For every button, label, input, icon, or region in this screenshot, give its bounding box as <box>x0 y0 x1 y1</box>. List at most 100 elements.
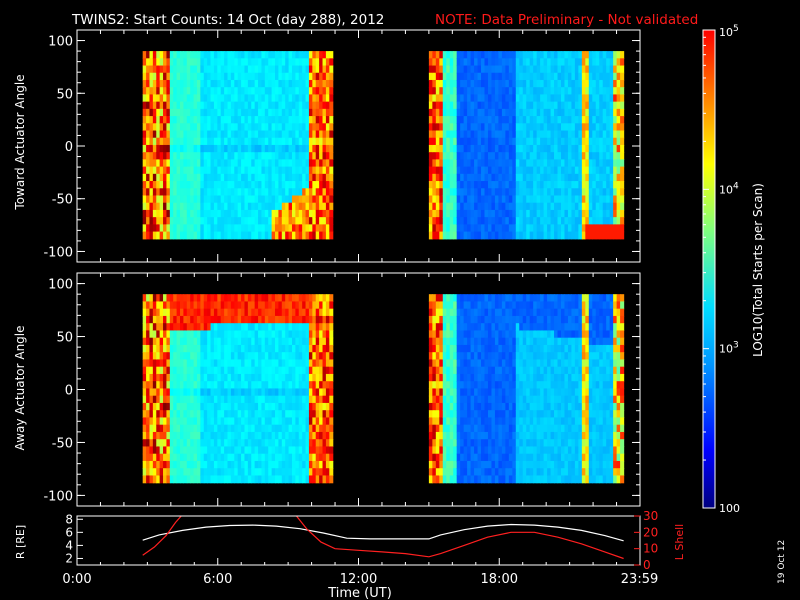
heatmap-cell <box>470 468 475 477</box>
heatmap-cell <box>230 166 235 175</box>
heatmap-cell <box>481 94 486 103</box>
heatmap-cell <box>501 58 506 67</box>
heatmap-cell <box>474 108 479 117</box>
heatmap-cell <box>244 388 249 397</box>
heatmap-cell <box>278 209 283 218</box>
heatmap-cell <box>308 330 313 339</box>
heatmap-cell <box>176 366 181 375</box>
heatmap-cell <box>163 381 168 390</box>
heatmap-cell <box>491 137 496 146</box>
heatmap-cell <box>613 217 618 225</box>
heatmap-cell <box>550 173 555 182</box>
heatmap-cell <box>217 130 222 139</box>
heatmap-cell <box>442 417 447 426</box>
heatmap-cell <box>329 195 334 204</box>
heatmap-cell <box>329 373 334 382</box>
heatmap-cell <box>460 58 465 67</box>
heatmap-cell <box>196 366 201 375</box>
heatmap-cell <box>550 65 555 74</box>
heatmap-cell <box>606 159 611 168</box>
heatmap-cell <box>173 468 178 477</box>
heatmap-cell <box>278 51 283 59</box>
heatmap-cell <box>463 173 468 182</box>
heatmap-cell <box>481 453 486 462</box>
heatmap-cell <box>322 130 327 139</box>
heatmap-cell <box>467 51 472 59</box>
heatmap-cell <box>166 359 171 368</box>
heatmap-cell <box>247 188 252 197</box>
heatmap-cell <box>203 446 208 455</box>
heatmap-cell <box>163 217 168 225</box>
heatmap-cell <box>156 344 161 353</box>
heatmap-cell <box>494 337 500 346</box>
heatmap-cell <box>237 72 242 81</box>
heatmap-cell <box>467 294 472 303</box>
heatmap-cell <box>186 209 191 218</box>
heatmap-cell <box>142 446 147 455</box>
heatmap-cell <box>613 195 618 204</box>
heatmap-cell <box>554 209 559 218</box>
heatmap-cell <box>329 181 334 189</box>
heatmap-cell <box>220 468 225 477</box>
heatmap-cell <box>285 195 290 204</box>
heatmap-cell <box>278 359 283 368</box>
heatmap-cell <box>166 116 171 124</box>
heatmap-cell <box>547 79 552 88</box>
heatmap-cell <box>442 294 447 303</box>
heatmap-cell <box>163 108 168 117</box>
heatmap-cell <box>308 166 313 175</box>
heatmap-cell <box>193 381 198 390</box>
heatmap-cell <box>305 344 310 353</box>
heatmap-cell <box>315 337 320 346</box>
heatmap-cell <box>217 366 222 375</box>
heatmap-cell <box>494 301 500 310</box>
heatmap-cell <box>169 137 174 146</box>
heatmap-cell <box>159 202 164 211</box>
heatmap-cell <box>261 58 266 67</box>
heatmap-cell <box>190 116 195 124</box>
heatmap-cell <box>554 181 559 189</box>
heatmap-cell <box>230 231 235 240</box>
heatmap-cell <box>210 51 215 59</box>
heatmap-cell <box>322 65 327 74</box>
heatmap-cell <box>173 446 178 455</box>
heatmap-cell <box>432 359 437 368</box>
heatmap-cell <box>428 330 433 339</box>
heatmap-cell <box>261 446 266 455</box>
heatmap-cell <box>142 359 147 368</box>
heatmap-cell <box>285 460 290 469</box>
heatmap-cell <box>487 108 493 117</box>
heatmap-cell <box>481 202 486 211</box>
heatmap-cell <box>305 402 310 411</box>
heatmap-cell <box>470 231 475 240</box>
heatmap-cell <box>602 123 607 132</box>
heatmap-cell <box>613 173 618 182</box>
heatmap-cell <box>149 87 154 96</box>
heatmap-cell <box>152 166 157 175</box>
heatmap-cell <box>322 446 327 455</box>
heatmap-cell <box>494 366 500 375</box>
heatmap-cell <box>463 195 468 204</box>
heatmap-cell <box>526 209 531 218</box>
heatmap-cell <box>159 446 164 455</box>
heatmap-cell <box>237 402 242 411</box>
heatmap-cell <box>281 231 286 240</box>
heatmap-cell <box>146 424 151 433</box>
heatmap-cell <box>251 94 256 103</box>
heatmap-cell <box>241 51 246 59</box>
heatmap-cell <box>230 323 235 332</box>
heatmap-cell <box>606 188 611 197</box>
heatmap-cell <box>329 159 334 168</box>
heatmap-cell <box>491 195 496 204</box>
heatmap-cell <box>588 65 593 74</box>
heatmap-cell <box>561 116 566 124</box>
heatmap-cell <box>156 402 161 411</box>
heatmap-cell <box>244 431 249 440</box>
heatmap-cell <box>550 72 555 81</box>
heatmap-cell <box>609 65 614 74</box>
heatmap-cell <box>428 51 433 59</box>
heatmap-cell <box>585 166 590 175</box>
heatmap-cell <box>484 231 489 240</box>
heatmap-cell <box>291 388 296 397</box>
heatmap-cell <box>536 152 541 160</box>
